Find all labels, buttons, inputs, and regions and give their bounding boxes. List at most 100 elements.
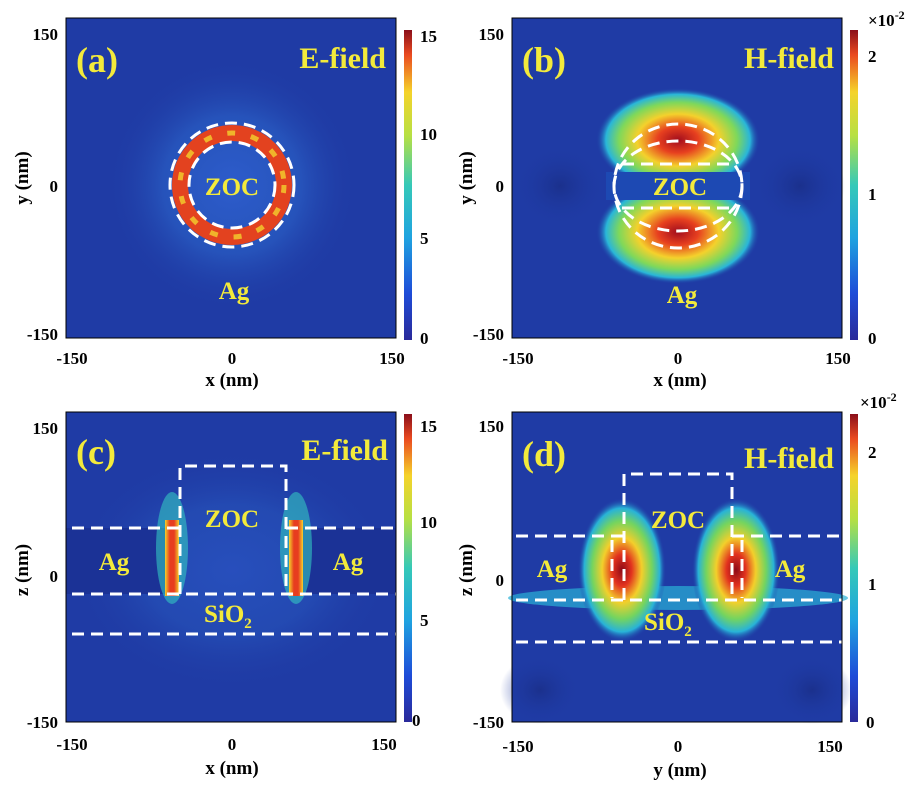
panel-c: (c) E-field ZOC Ag Ag SiO2 150 0 -150 -1…: [12, 411, 437, 779]
panel-d-ytick-top: 150: [479, 417, 505, 436]
panel-c-cbtick-5: 5: [420, 611, 429, 630]
panel-d-field-label: H-field: [744, 442, 834, 475]
panel-c-xtick-right: 150: [371, 735, 397, 754]
panel-a-ag-label: Ag: [219, 278, 250, 305]
panel-b-cb-multiplier: ×10-2: [868, 8, 905, 30]
panel-b-cbtick-1: 1: [868, 185, 877, 204]
panel-d-frame: [511, 411, 843, 723]
panel-a-field-ring-inner: [177, 130, 287, 240]
panel-d-xtick-mid: 0: [674, 737, 683, 756]
panel-d-glow-band: [508, 586, 848, 610]
panel-c-colorbar: [404, 414, 412, 722]
panel-b-cbtick-2: 2: [868, 47, 877, 66]
panel-d-xtick-right: 150: [817, 737, 843, 756]
panel-b-ylabel: y (nm): [456, 151, 477, 204]
panel-c-ag-left: [66, 528, 168, 594]
panel-a-label: (a): [76, 40, 118, 80]
panel-c-sio2-base: SiO: [204, 601, 244, 628]
panel-b-xlabel: x (nm): [653, 370, 706, 391]
panel-c-sio2-label: SiO2: [204, 601, 252, 632]
panel-c-ag-right-label: Ag: [333, 549, 364, 576]
panel-d: (d) H-field ZOC Ag Ag SiO2 150 0 -150 -1…: [456, 390, 897, 781]
panel-c-field-label: E-field: [301, 434, 388, 467]
panel-b-colorbar: [850, 30, 858, 340]
panel-a-xlabel: x (nm): [205, 370, 258, 391]
panel-d-lobe-left: [578, 498, 666, 642]
panel-b-cb-multiplier-base: ×10: [868, 11, 895, 30]
panel-a-frame: [65, 17, 397, 339]
panel-c-xtick-left: -150: [56, 735, 87, 754]
panel-b-ytick-bot: -150: [473, 325, 504, 344]
panel-c-cbtick-10: 10: [420, 513, 437, 532]
panel-d-cb-multiplier-exp: -2: [887, 390, 897, 404]
panel-a-ytick-mid: 0: [50, 177, 59, 196]
panel-b-field-label: H-field: [744, 42, 834, 75]
panel-a-cbtick-5: 5: [420, 229, 429, 248]
panel-a: (a) E-field ZOC Ag 150 0 -150 -150 0 150…: [12, 17, 437, 391]
panel-d-label: (d): [522, 434, 566, 474]
panel-c-wall-left: [165, 520, 179, 596]
panel-b-xtick-mid: 0: [674, 349, 683, 368]
panel-c-ylabel: z (nm): [12, 544, 33, 596]
panel-b-frame: [511, 17, 843, 339]
panel-b-dark-right: [755, 146, 845, 226]
panel-d-sio2-sub: 2: [684, 624, 692, 640]
panel-c-ytick-bot: -150: [27, 713, 58, 732]
panel-d-sio2-label: SiO2: [644, 609, 692, 640]
panel-d-xlabel: y (nm): [653, 760, 706, 781]
panel-a-ytick-bot: -150: [27, 325, 58, 344]
panel-b-center-band: [606, 172, 750, 200]
panel-b-ag-label: Ag: [667, 282, 698, 309]
panel-a-halo: [107, 60, 357, 310]
panel-b-ytick-top: 150: [479, 25, 505, 44]
panel-b-xtick-left: -150: [502, 349, 533, 368]
panel-b-dark-left: [515, 146, 605, 226]
panel-d-cb-multiplier-base: ×10: [860, 393, 887, 412]
panel-c-ytick-top: 150: [33, 419, 59, 438]
panel-b-cb-multiplier-exp: -2: [895, 8, 905, 22]
panel-c-zoc-label: ZOC: [205, 506, 259, 533]
panel-d-ytick-mid: 0: [496, 571, 505, 590]
panel-d-cbtick-2: 2: [868, 443, 877, 462]
panel-b-xtick-right: 150: [825, 349, 851, 368]
panel-d-ytick-bot: -150: [473, 713, 504, 732]
panel-c-xlabel: x (nm): [205, 758, 258, 779]
panel-a-xtick-right: 150: [379, 349, 405, 368]
panel-a-ylabel: y (nm): [12, 151, 33, 204]
panel-c-ag-right: [298, 528, 396, 594]
panel-d-cbtick-1: 1: [868, 575, 877, 594]
panel-a-ytick-top: 150: [33, 25, 59, 44]
panel-c-label: (c): [76, 432, 116, 472]
panel-a-cbtick-10: 10: [420, 125, 437, 144]
panel-d-lobe-right: [692, 498, 780, 642]
panel-c-halo: [72, 450, 392, 690]
panel-c-wall-right: [289, 520, 303, 596]
panel-d-xtick-left: -150: [502, 737, 533, 756]
panel-c-zoc-outline: [178, 464, 288, 594]
panel-b-cbtick-0: 0: [868, 329, 877, 348]
panel-c-sio2-sub: 2: [244, 616, 252, 632]
panel-c-xtick-mid: 0: [228, 735, 237, 754]
panel-c-ytick-mid: 0: [50, 567, 59, 586]
panel-a-xtick-left: -150: [56, 349, 87, 368]
panel-c-cbtick-0: 0: [412, 711, 421, 730]
panel-d-dark-br: [772, 656, 852, 724]
panel-d-ag-left-label: Ag: [537, 556, 568, 583]
panel-a-cbtick-0: 0: [420, 329, 429, 348]
panel-d-colorbar: [850, 414, 858, 722]
panel-d-dark-bl: [500, 656, 580, 724]
panel-b-zoc-label: ZOC: [653, 174, 707, 201]
panel-d-cbtick-0: 0: [866, 713, 875, 732]
panel-d-sio2-base: SiO: [644, 609, 684, 636]
panel-c-ag-left-label: Ag: [99, 549, 130, 576]
panel-d-zoc-label: ZOC: [651, 507, 705, 534]
panel-c-cbtick-15: 15: [420, 417, 437, 436]
panel-a-colorbar: [404, 30, 412, 340]
panel-c-frame: [65, 411, 397, 723]
panel-b-label: (b): [522, 40, 566, 80]
panel-d-cb-multiplier: ×10-2: [860, 390, 897, 412]
panel-a-zoc-outline-outer: [168, 121, 296, 249]
panel-a-field-label: E-field: [299, 42, 386, 75]
panel-d-ag-right-label: Ag: [775, 556, 806, 583]
